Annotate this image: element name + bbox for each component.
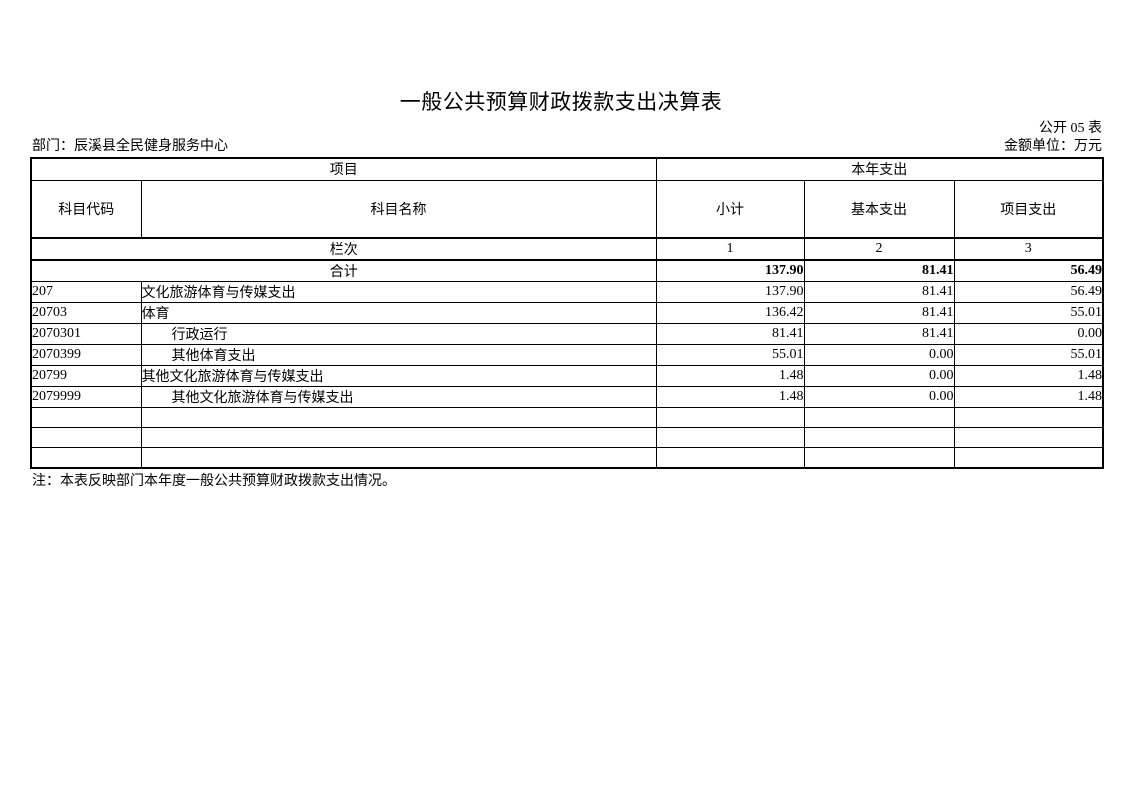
subtotal-cell [655, 427, 805, 448]
project-expense-cell [953, 447, 1104, 468]
table-row: 2070301 行政运行 81.41 81.41 0.00 [30, 323, 1104, 345]
subject-code-cell: 2079999 [30, 386, 142, 408]
subject-code-cell: 20799 [30, 365, 142, 387]
header-group-current-year-expense: 本年支出 [655, 157, 1104, 181]
project-expense-cell: 1.48 [953, 386, 1104, 408]
subject-name-cell [140, 427, 657, 448]
total-label: 合计 [30, 259, 657, 282]
subtotal-cell: 81.41 [655, 323, 805, 345]
subject-code-cell: 207 [30, 281, 142, 303]
subtotal-cell [655, 447, 805, 468]
header-columns-row: 科目代码 科目名称 小计 基本支出 项目支出 [30, 179, 1104, 239]
header-group-row: 项目 本年支出 [30, 157, 1104, 181]
column-index-1: 1 [655, 237, 805, 261]
subtotal-cell: 1.48 [655, 386, 805, 408]
table-row: 20799 其他文化旅游体育与传媒支出 1.48 0.00 1.48 [30, 365, 1104, 387]
table-row-empty [30, 447, 1104, 468]
basic-expense-cell: 81.41 [803, 323, 955, 345]
table-row-empty [30, 407, 1104, 428]
basic-expense-cell [803, 407, 955, 428]
project-expense-cell [953, 407, 1104, 428]
header-group-project: 项目 [30, 157, 657, 181]
project-expense-cell: 56.49 [953, 281, 1104, 303]
basic-expense-cell: 0.00 [803, 344, 955, 366]
total-basic-expense: 81.41 [803, 259, 955, 282]
budget-table: 项目 本年支出 科目代码 科目名称 小计 基本支出 项目支出 栏次 1 2 3 … [30, 157, 1105, 469]
project-expense-cell: 55.01 [953, 344, 1104, 366]
subtotal-cell: 1.48 [655, 365, 805, 387]
subject-name-cell [140, 447, 657, 468]
meta-row: 部门：辰溪县全民健身服务中心 金额单位：万元 [32, 138, 1102, 155]
table-code-label: 公开 05 表 [1039, 121, 1102, 136]
project-expense-cell: 1.48 [953, 365, 1104, 387]
total-row: 合计 137.90 81.41 56.49 [30, 259, 1104, 282]
subtotal-cell: 136.42 [655, 302, 805, 324]
subject-code-cell [30, 407, 142, 428]
column-index-3: 3 [953, 237, 1104, 261]
header-subtotal: 小计 [655, 179, 805, 239]
table-row: 2079999 其他文化旅游体育与传媒支出 1.48 0.00 1.48 [30, 386, 1104, 408]
subtotal-cell: 55.01 [655, 344, 805, 366]
column-index-2: 2 [803, 237, 955, 261]
project-expense-cell: 0.00 [953, 323, 1104, 345]
basic-expense-cell: 0.00 [803, 365, 955, 387]
subject-code-cell [30, 447, 142, 468]
basic-expense-cell [803, 447, 955, 468]
header-basic-expense: 基本支出 [803, 179, 955, 239]
subject-name-cell [140, 407, 657, 428]
subject-code-cell: 2070301 [30, 323, 142, 345]
page-title: 一般公共预算财政拨款支出决算表 [399, 90, 723, 114]
subject-name-cell: 其他文化旅游体育与传媒支出 [140, 365, 657, 387]
basic-expense-cell [803, 427, 955, 448]
header-subject-code: 科目代码 [30, 179, 142, 239]
subject-name-cell: 其他体育支出 [140, 344, 657, 366]
subtotal-cell [655, 407, 805, 428]
table-row: 2070399 其他体育支出 55.01 0.00 55.01 [30, 344, 1104, 366]
table-row: 207 文化旅游体育与传媒支出 137.90 81.41 56.49 [30, 281, 1104, 303]
header-project-expense: 项目支出 [953, 179, 1104, 239]
total-subtotal: 137.90 [655, 259, 805, 282]
basic-expense-cell: 81.41 [803, 302, 955, 324]
column-index-row: 栏次 1 2 3 [30, 237, 1104, 261]
subject-name-cell: 体育 [140, 302, 657, 324]
basic-expense-cell: 0.00 [803, 386, 955, 408]
subtotal-cell: 137.90 [655, 281, 805, 303]
footnote-text: 注：本表反映部门本年度一般公共预算财政拨款支出情况。 [32, 473, 396, 489]
subject-code-cell: 2070399 [30, 344, 142, 366]
subject-name-cell: 行政运行 [140, 323, 657, 345]
subject-code-cell [30, 427, 142, 448]
subject-name-cell: 其他文化旅游体育与传媒支出 [140, 386, 657, 408]
total-project-expense: 56.49 [953, 259, 1104, 282]
column-index-label: 栏次 [30, 237, 657, 261]
unit-label: 金额单位：万元 [1004, 139, 1102, 154]
project-expense-cell: 55.01 [953, 302, 1104, 324]
basic-expense-cell: 81.41 [803, 281, 955, 303]
department-label: 部门：辰溪县全民健身服务中心 [32, 139, 228, 154]
header-subject-name: 科目名称 [140, 179, 657, 239]
table-row: 20703 体育 136.42 81.41 55.01 [30, 302, 1104, 324]
subject-name-cell: 文化旅游体育与传媒支出 [140, 281, 657, 303]
table-row-empty [30, 427, 1104, 448]
subject-code-cell: 20703 [30, 302, 142, 324]
project-expense-cell [953, 427, 1104, 448]
